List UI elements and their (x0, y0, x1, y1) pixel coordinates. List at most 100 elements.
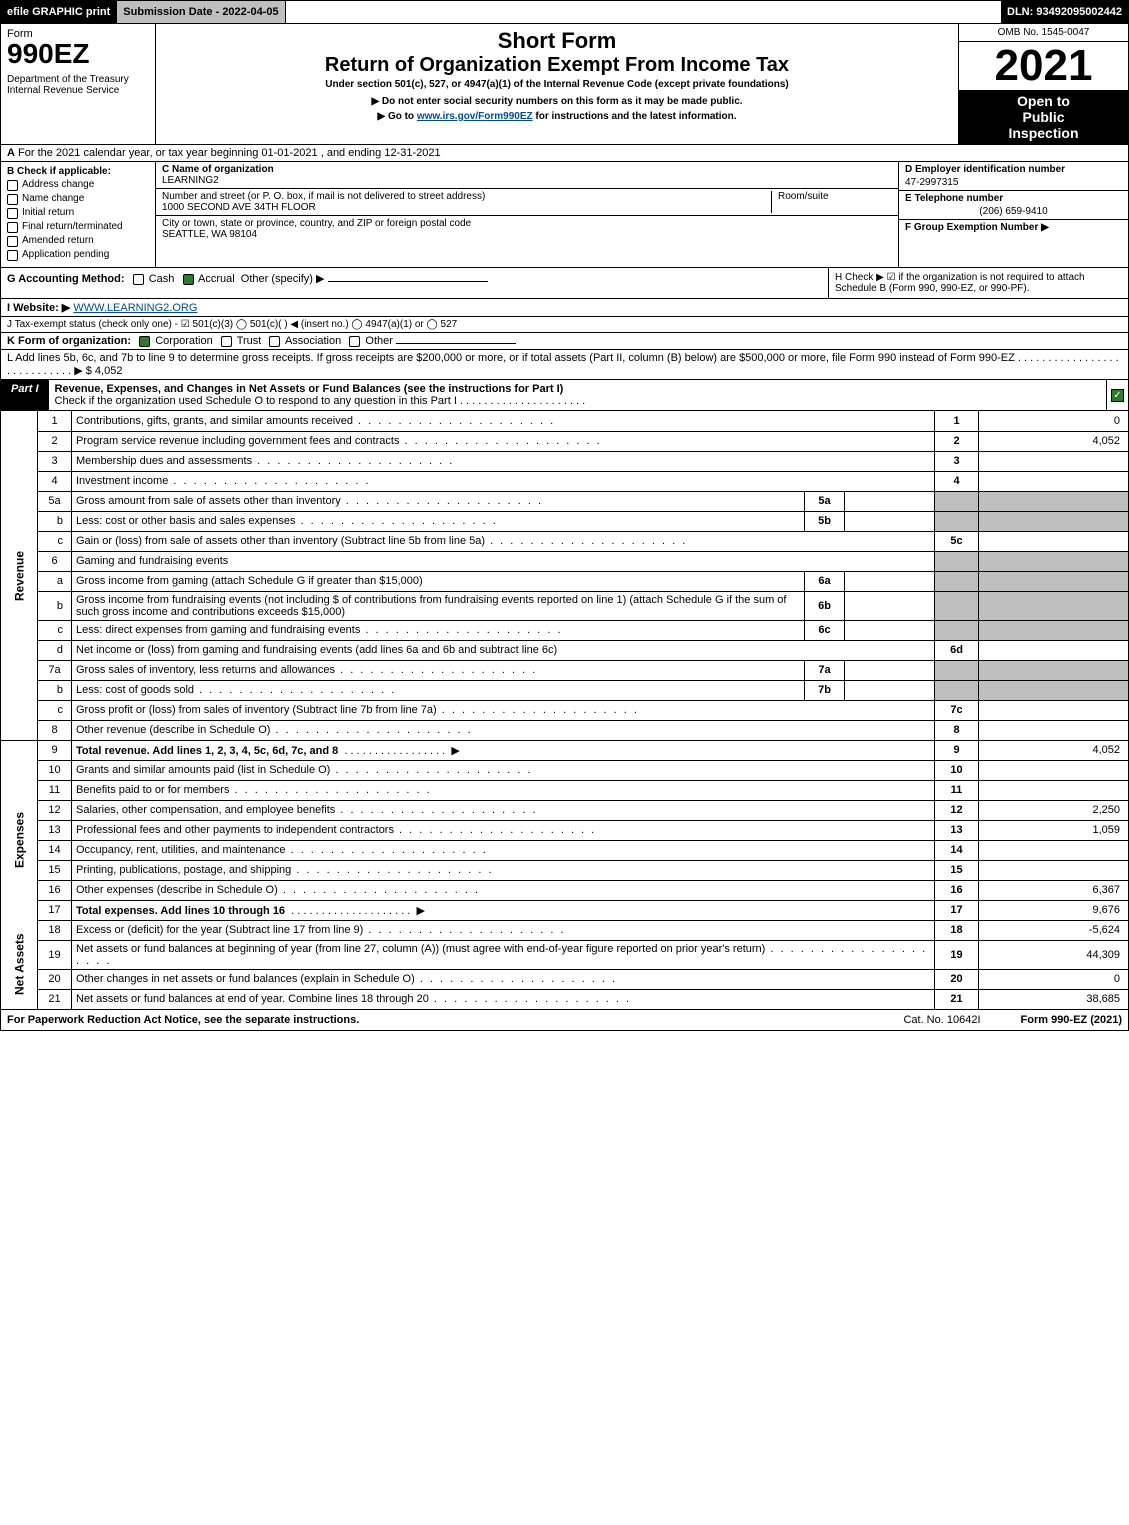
line-amt: 44,309 (979, 940, 1129, 969)
accrual-label: Accrual (198, 273, 235, 285)
table-row: 14 Occupancy, rent, utilities, and maint… (1, 840, 1129, 860)
gray-cell (935, 571, 979, 591)
table-row: 16 Other expenses (describe in Schedule … (1, 880, 1129, 900)
gray-cell (979, 660, 1129, 680)
other-label: Other (specify) ▶ (241, 273, 325, 285)
checkbox-address-change[interactable]: Address change (7, 179, 149, 191)
line-amt (979, 860, 1129, 880)
line-num: 14 (38, 840, 72, 860)
checkbox-other-org[interactable] (349, 336, 360, 347)
line-amt (979, 760, 1129, 780)
corporation-label: Corporation (155, 335, 212, 347)
line-num: 17 (38, 900, 72, 920)
line-num: 18 (38, 920, 72, 940)
gray-cell (935, 551, 979, 571)
irs-link[interactable]: www.irs.gov/Form990EZ (417, 111, 533, 122)
goto-prefix: ▶ Go to (377, 111, 416, 122)
accounting-label: G Accounting Method: (7, 273, 125, 285)
section-b: B Check if applicable: Address change Na… (1, 162, 156, 267)
table-row: 4 Investment income 4 (1, 471, 1129, 491)
line-num: 15 (38, 860, 72, 880)
line-box: 1 (935, 411, 979, 431)
part-i-checkbox[interactable]: ✓ (1106, 380, 1128, 410)
line-desc: Net income or (loss) from gaming and fun… (72, 640, 935, 660)
gray-cell (935, 491, 979, 511)
website-link[interactable]: WWW.LEARNING2.ORG (73, 302, 197, 314)
line-desc: Net assets or fund balances at end of ye… (72, 989, 935, 1009)
checkbox-icon (7, 180, 18, 191)
line-amt: 38,685 (979, 989, 1129, 1009)
inline-box: 7b (805, 680, 845, 700)
inline-amt (845, 491, 935, 511)
line-num: 7a (38, 660, 72, 680)
other-org-input[interactable] (396, 343, 516, 344)
inline-box: 5b (805, 511, 845, 531)
line-box: 5c (935, 531, 979, 551)
under-section: Under section 501(c), 527, or 4947(a)(1)… (162, 79, 952, 90)
line-num: 12 (38, 800, 72, 820)
other-specify-input[interactable] (328, 281, 488, 282)
line-box: 17 (935, 900, 979, 920)
table-row: Net Assets 18 Excess or (deficit) for th… (1, 920, 1129, 940)
checkbox-corporation[interactable] (139, 336, 150, 347)
line-amt: 0 (979, 411, 1129, 431)
line-desc: Salaries, other compensation, and employ… (72, 800, 935, 820)
line-desc: Excess or (deficit) for the year (Subtra… (72, 920, 935, 940)
inline-amt (845, 511, 935, 531)
line-amt: 6,367 (979, 880, 1129, 900)
table-row: 9 Total revenue. Add lines 1, 2, 3, 4, 5… (1, 740, 1129, 760)
line-num: 6 (38, 551, 72, 571)
checkbox-icon (7, 208, 18, 219)
checkbox-association[interactable] (269, 336, 280, 347)
checkbox-final-return[interactable]: Final return/terminated (7, 221, 149, 233)
line-desc: Professional fees and other payments to … (72, 820, 935, 840)
line-amt (979, 840, 1129, 860)
checkbox-accrual[interactable] (183, 274, 194, 285)
group-exemption-label: F Group Exemption Number ▶ (905, 222, 1122, 233)
checkbox-name-change[interactable]: Name change (7, 193, 149, 205)
ein-value: 47-2997315 (905, 177, 1122, 188)
table-row: d Net income or (loss) from gaming and f… (1, 640, 1129, 660)
line-desc: Contributions, gifts, grants, and simila… (72, 411, 935, 431)
omb-number: OMB No. 1545-0047 (959, 24, 1128, 42)
line-num: 2 (38, 431, 72, 451)
gray-cell (935, 591, 979, 620)
checkbox-cash[interactable] (133, 274, 144, 285)
table-row: 21 Net assets or fund balances at end of… (1, 989, 1129, 1009)
gray-cell (935, 511, 979, 531)
line-num: b (38, 680, 72, 700)
department: Department of the Treasury Internal Reve… (7, 74, 149, 96)
gray-cell (979, 571, 1129, 591)
gray-cell (979, 591, 1129, 620)
table-row: c Less: direct expenses from gaming and … (1, 620, 1129, 640)
checkbox-initial-return[interactable]: Initial return (7, 207, 149, 219)
checkbox-label: Initial return (22, 207, 74, 218)
table-row: b Less: cost of goods sold 7b (1, 680, 1129, 700)
inline-box: 5a (805, 491, 845, 511)
table-row: 8 Other revenue (describe in Schedule O)… (1, 720, 1129, 740)
line-desc: Gross amount from sale of assets other t… (72, 491, 805, 511)
cash-label: Cash (149, 273, 175, 285)
line-desc: Gross profit or (loss) from sales of inv… (72, 700, 935, 720)
line-num: d (38, 640, 72, 660)
line-desc: Total expenses. Add lines 10 through 16 … (72, 900, 935, 920)
line-box: 7c (935, 700, 979, 720)
street-value: 1000 SECOND AVE 34TH FLOOR (162, 202, 316, 213)
line-amt (979, 700, 1129, 720)
line-amt (979, 780, 1129, 800)
checkbox-icon (7, 236, 18, 247)
line-num: 8 (38, 720, 72, 740)
return-title: Return of Organization Exempt From Incom… (162, 54, 952, 77)
line-amt (979, 471, 1129, 491)
table-row: 19 Net assets or fund balances at beginn… (1, 940, 1129, 969)
checkbox-amended-return[interactable]: Amended return (7, 235, 149, 247)
checkbox-trust[interactable] (221, 336, 232, 347)
line-amt (979, 451, 1129, 471)
line-desc: Gain or (loss) from sale of assets other… (72, 531, 935, 551)
accounting-method: G Accounting Method: Cash Accrual Other … (1, 268, 828, 298)
checkbox-application-pending[interactable]: Application pending (7, 249, 149, 261)
table-row: Expenses 10 Grants and similar amounts p… (1, 760, 1129, 780)
line-box: 4 (935, 471, 979, 491)
line-amt (979, 720, 1129, 740)
line-box: 11 (935, 780, 979, 800)
